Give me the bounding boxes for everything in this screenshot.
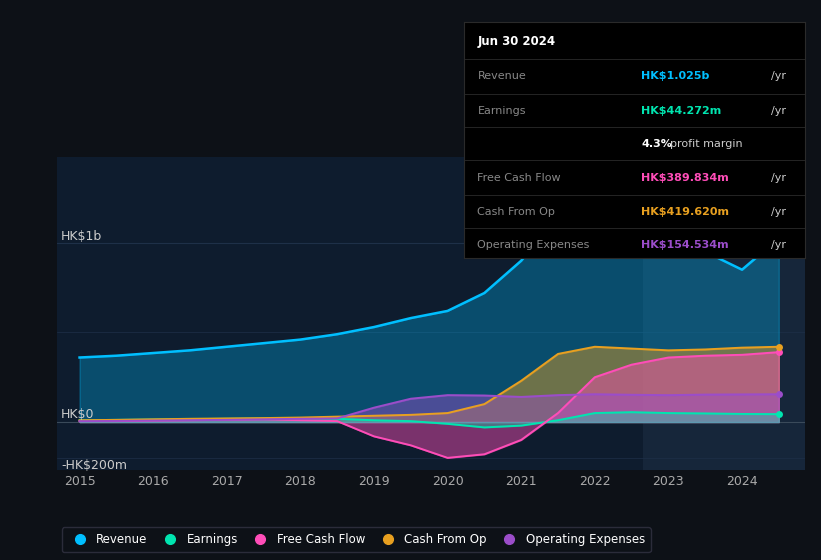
Text: HK$419.620m: HK$419.620m [641,207,729,217]
Text: HK$389.834m: HK$389.834m [641,172,729,183]
Bar [643,157,805,470]
Text: /yr: /yr [770,240,786,250]
Text: /yr: /yr [770,72,786,82]
Text: Cash From Op: Cash From Op [478,207,555,217]
Text: HK$154.534m: HK$154.534m [641,240,729,250]
Text: /yr: /yr [770,172,786,183]
Text: Earnings: Earnings [478,106,526,115]
Text: HK$1b: HK$1b [61,230,103,243]
Text: Operating Expenses: Operating Expenses [478,240,589,250]
Text: profit margin: profit margin [670,138,743,148]
Text: -HK$200m: -HK$200m [61,459,127,472]
Text: Jun 30 2024: Jun 30 2024 [478,35,556,48]
Text: Revenue: Revenue [478,72,526,82]
Text: /yr: /yr [770,106,786,115]
Text: Free Cash Flow: Free Cash Flow [478,172,561,183]
Text: HK$1.025b: HK$1.025b [641,72,709,82]
Text: HK$44.272m: HK$44.272m [641,106,722,115]
Text: HK$0: HK$0 [61,408,94,421]
Text: /yr: /yr [770,207,786,217]
Legend: Revenue, Earnings, Free Cash Flow, Cash From Op, Operating Expenses: Revenue, Earnings, Free Cash Flow, Cash … [62,528,651,552]
Text: 4.3%: 4.3% [641,138,672,148]
